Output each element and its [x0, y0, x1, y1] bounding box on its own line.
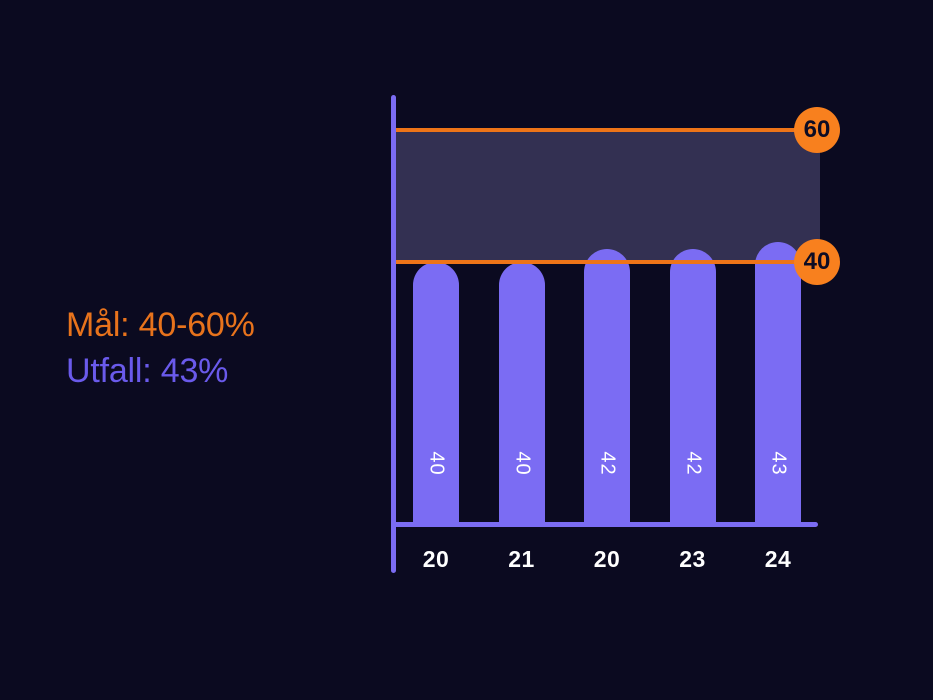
x-tick-label: 21	[508, 546, 535, 572]
x-tick-label: 24	[764, 546, 792, 572]
bar-value-label: 40	[425, 451, 448, 476]
target-min-badge-label: 40	[803, 248, 831, 275]
bar: 42	[669, 248, 716, 527]
bar: 42	[584, 248, 630, 527]
outcome-text: Utfall: 43%	[66, 352, 229, 390]
y-axis-line	[391, 95, 396, 573]
x-tick-label: 20	[422, 546, 450, 572]
bar-value-label: 42	[596, 451, 619, 476]
target-line-max	[393, 127, 817, 132]
goal-text: Mål: 40-60%	[66, 306, 255, 344]
bar-value-label: 42	[682, 451, 704, 476]
target-band	[393, 129, 820, 262]
target-min-badge: 40	[794, 239, 840, 285]
target-line-min	[393, 260, 817, 264]
x-tick-label: 20	[593, 546, 621, 572]
target-max-badge: 60	[794, 106, 840, 153]
legend: Mål: 40-60% Utfall: 43%	[66, 302, 255, 394]
bar-value-label: 43	[767, 451, 790, 476]
target-max-badge-label: 60	[803, 115, 831, 143]
x-axis-line	[391, 522, 818, 527]
bar: 40	[498, 262, 545, 527]
bar-value-label: 40	[511, 451, 533, 476]
x-tick-label: 23	[679, 546, 706, 572]
bar: 43	[755, 242, 801, 527]
bar: 40	[413, 262, 459, 527]
